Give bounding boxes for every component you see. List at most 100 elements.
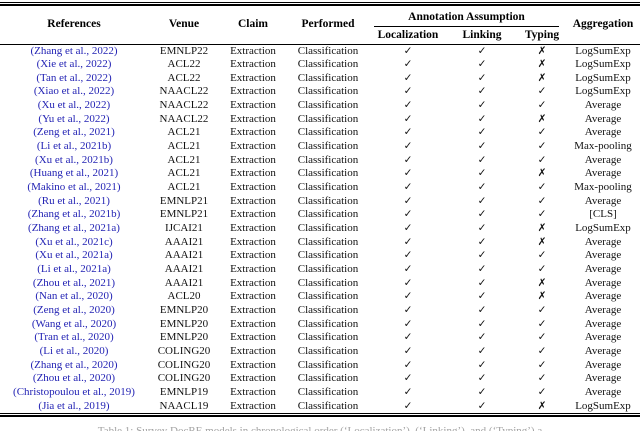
localization-mark: ✓ [403,249,413,262]
reference-link[interactable]: (Yu et al., 2022) [38,112,110,125]
claim-cell: Extraction [230,222,276,235]
linking-mark: ✓ [477,331,487,344]
reference-link[interactable]: (Zhang et al., 2020) [30,358,118,371]
aggregation-cell: Average [584,331,622,344]
table-row: (Zhang et al., 2020) COLING20 Extraction Cl… [0,359,640,373]
reference-link[interactable]: (Wang et al., 2020) [31,317,117,330]
linking-mark: ✓ [477,222,487,235]
claim-cell: Extraction [230,194,276,207]
typing-mark: ✗ [537,290,547,303]
reference-link[interactable]: (Zhang et al., 2021a) [28,222,120,235]
typing-mark: ✓ [537,263,547,275]
localization-mark: ✓ [403,167,413,180]
table-row: (Zeng et al., 2021) ACL21 Extraction Classi… [0,126,640,140]
aggregation-cell: Max-pooling [574,140,632,153]
reference-link[interactable]: (Zhang et al., 2022) [30,44,118,57]
claim-cell: Extraction [230,44,276,57]
reference-link[interactable]: (Huang et al., 2021) [29,167,119,180]
table-row: (Zhou et al., 2021) AAAI21 Extraction Class… [0,277,640,291]
performed-cell: Classification [297,290,359,303]
typing-mark: ✗ [537,235,547,248]
performed-cell: Classification [297,222,359,235]
aggregation-cell: Average [584,153,622,166]
column-header-claim: Claim [220,6,286,45]
reference-link[interactable]: (Jia et al., 2019) [38,399,110,412]
reference-link[interactable]: (Zeng et al., 2021) [33,126,115,139]
table-row: (Tan et al., 2022) ACL22 Extraction Classif… [0,72,640,86]
linking-mark: ✓ [477,344,487,357]
reference-link[interactable]: (Zhou et al., 2020) [32,372,116,385]
reference-link[interactable]: (Li et al., 2021a) [37,263,111,275]
typing-mark: ✓ [537,303,547,316]
aggregation-cell: LogSumExp [575,222,631,235]
localization-mark: ✓ [403,194,413,207]
localization-mark: ✓ [403,399,413,412]
column-group-annotation-assumption: Annotation Assumption [370,6,566,27]
venue-cell: ACL21 [167,153,201,166]
reference-link[interactable]: (Tan et al., 2022) [36,71,112,84]
typing-mark: ✓ [537,181,547,194]
performed-cell: Classification [297,153,359,166]
aggregation-cell: LogSumExp [575,71,631,84]
aggregation-cell: Average [584,385,622,398]
claim-cell: Extraction [230,99,276,112]
localization-mark: ✓ [403,99,413,112]
linking-mark: ✓ [477,249,487,262]
localization-mark: ✓ [403,85,413,98]
venue-cell: COLING20 [157,358,211,371]
aggregation-cell: LogSumExp [575,58,631,71]
linking-mark: ✓ [477,276,487,289]
typing-mark: ✓ [537,344,547,357]
performed-cell: Classification [297,126,359,139]
table-top-rule [0,2,640,6]
claim-cell: Extraction [230,249,276,262]
reference-link[interactable]: (Xu et al., 2021a) [35,249,113,262]
typing-mark: ✓ [537,385,547,398]
linking-mark: ✓ [477,167,487,180]
reference-link[interactable]: (Christopoulou et al., 2019) [13,385,135,398]
aggregation-cell: Average [584,99,622,112]
reference-link[interactable]: (Li et al., 2020) [39,344,109,357]
column-header-typing: Typing [518,27,566,45]
reference-link[interactable]: (Zhang et al., 2021b) [27,208,121,221]
aggregation-cell: [CLS] [589,208,617,221]
linking-mark: ✓ [477,194,487,207]
performed-cell: Classification [297,208,359,221]
table-row: (Xu et al., 2021c) AAAI21 Extraction Classi… [0,236,640,250]
claim-cell: Extraction [230,290,276,303]
reference-link[interactable]: (Xu et al., 2021c) [35,235,113,248]
aggregation-cell: LogSumExp [575,85,631,98]
claim-cell: Extraction [230,167,276,180]
reference-link[interactable]: (Nan et al., 2020) [35,290,113,303]
linking-mark: ✓ [477,208,487,221]
reference-link[interactable]: (Zhou et al., 2021) [32,276,116,289]
reference-link[interactable]: (Xu et al., 2022) [37,99,111,112]
reference-link[interactable]: (Xiao et al., 2022) [33,85,115,98]
reference-link[interactable]: (Li et al., 2021b) [36,140,112,153]
reference-link[interactable]: (Xu et al., 2021b) [35,153,113,166]
venue-cell: NAACL22 [159,99,209,112]
reference-link[interactable]: (Ru et al., 2021) [38,194,110,207]
linking-mark: ✓ [477,153,487,166]
linking-mark: ✓ [477,126,487,139]
linking-mark: ✓ [477,358,487,371]
reference-link[interactable]: (Tran et al., 2020) [34,331,114,344]
linking-mark: ✓ [477,399,487,412]
aggregation-cell: Average [584,167,622,180]
column-header-aggregation: Aggregation [566,6,640,45]
claim-cell: Extraction [230,235,276,248]
table-row: (Zhou et al., 2020) COLING20 Extraction Cla… [0,372,640,386]
performed-cell: Classification [297,112,359,125]
localization-mark: ✓ [403,222,413,235]
table-row: (Huang et al., 2021) ACL21 Extraction Class… [0,167,640,181]
claim-cell: Extraction [230,71,276,84]
reference-link[interactable]: (Makino et al., 2021) [27,181,121,194]
reference-link[interactable]: (Zeng et al., 2020) [33,303,115,316]
performed-cell: Classification [297,399,359,412]
performed-cell: Classification [297,331,359,344]
typing-mark: ✓ [537,126,547,139]
reference-link[interactable]: (Xie et al., 2022) [36,58,112,71]
venue-cell: ACL20 [167,290,201,303]
venue-cell: AAAI21 [164,263,204,275]
table-row: (Xu et al., 2021b) ACL21 Extraction Classif… [0,154,640,168]
